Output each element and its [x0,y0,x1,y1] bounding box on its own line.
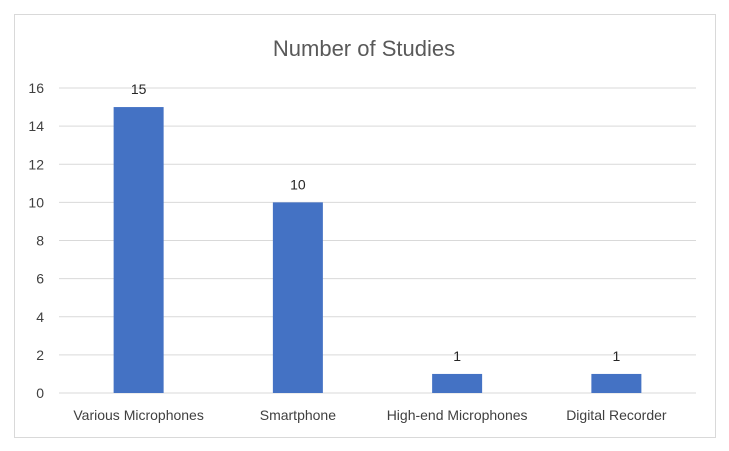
bar [591,373,642,393]
category-label: Various Microphones [73,407,203,423]
category-labels: Various Microphones Smartphone High-end Mi… [73,407,667,423]
bar [113,107,164,393]
y-tick-label: 8 [36,233,44,249]
y-tick-label: 4 [36,309,44,325]
bars [113,107,642,393]
y-tick-label: 14 [28,118,44,134]
y-tick-label: 2 [36,347,44,363]
y-tick-label: 6 [36,271,44,287]
data-labels: 15 10 1 1 [131,81,621,364]
bar [272,202,323,393]
data-label: 1 [612,348,620,364]
category-label: High-end Microphones [387,407,528,423]
chart-title: Number of Studies [273,36,455,61]
data-label: 15 [131,81,147,97]
y-tick-label: 16 [28,80,44,96]
bar [432,373,483,393]
y-tick-label: 12 [28,156,44,172]
y-tick-label: 10 [28,194,44,210]
data-label: 1 [453,348,461,364]
category-label: Digital Recorder [566,407,667,423]
data-label: 10 [290,176,306,192]
y-tick-label: 0 [36,385,44,401]
y-axis-tick-labels: 0 2 4 6 8 10 12 14 16 [28,80,44,401]
gridlines [59,87,696,394]
category-label: Smartphone [260,407,336,423]
